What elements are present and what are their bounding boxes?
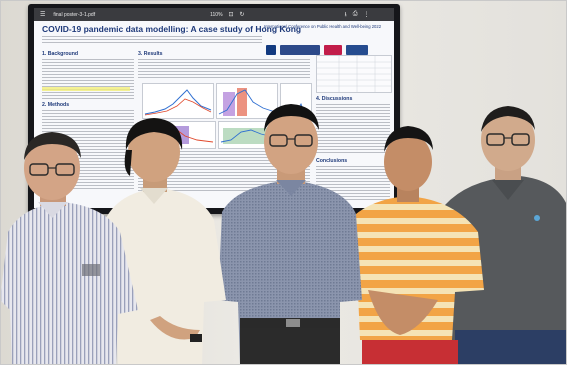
university-logo [266, 45, 276, 55]
university-logo [280, 45, 320, 55]
poster-section-heading: 4. Discussions [316, 96, 353, 102]
person-white-shirt [98, 118, 226, 365]
poster-table [316, 55, 392, 93]
poster-conference: International Conference on Public Healt… [264, 24, 382, 29]
poster-text-block [316, 104, 390, 154]
person-grey-polo [445, 106, 567, 365]
person-orange-striped-shirt [336, 126, 484, 365]
poster-section-heading: 2. Methods [42, 102, 70, 108]
poster-figure [216, 83, 278, 119]
more-icon: ⋮ [363, 12, 370, 18]
poster-section-heading: Conclusions [316, 158, 348, 164]
pdf-zoom-level: 110% [210, 11, 223, 18]
university-logo [346, 45, 368, 55]
poster-figure-plot [220, 128, 278, 144]
display-screen: ☰ final poster-3-1.pdf 110% ⊡ ↻ ⭳ ⎙ ⋮ CO… [28, 4, 400, 214]
rotate-icon: ↻ [239, 12, 245, 18]
pdf-viewer-toolbar: ☰ final poster-3-1.pdf 110% ⊡ ↻ ⭳ ⎙ ⋮ [34, 8, 394, 21]
poster-figure-plot [144, 89, 212, 116]
poster-figure [142, 83, 214, 119]
pdf-file-name: final poster-3-1.pdf [53, 11, 96, 18]
poster-section-heading: 3. Results [138, 51, 163, 57]
poster-table-grid [317, 56, 391, 92]
university-logo [324, 45, 342, 55]
poster-title: COVID-19 pandemic data modelling: A case… [42, 24, 302, 34]
poster-text-block [42, 59, 134, 99]
poster-logos [266, 43, 391, 57]
fit-page-icon: ⊡ [228, 12, 234, 18]
print-icon: ⎙ [352, 11, 358, 17]
person-checked-shirt [218, 104, 362, 365]
poster-highlight [42, 87, 130, 91]
download-icon: ⭳ [344, 11, 347, 18]
menu-icon: ☰ [40, 12, 46, 18]
person-striped-shirt [0, 132, 138, 365]
poster-section-heading: 1. Background [42, 51, 79, 57]
poster-authors [42, 36, 262, 45]
poster-figure-plot [218, 88, 276, 116]
poster-text-block [138, 59, 310, 79]
